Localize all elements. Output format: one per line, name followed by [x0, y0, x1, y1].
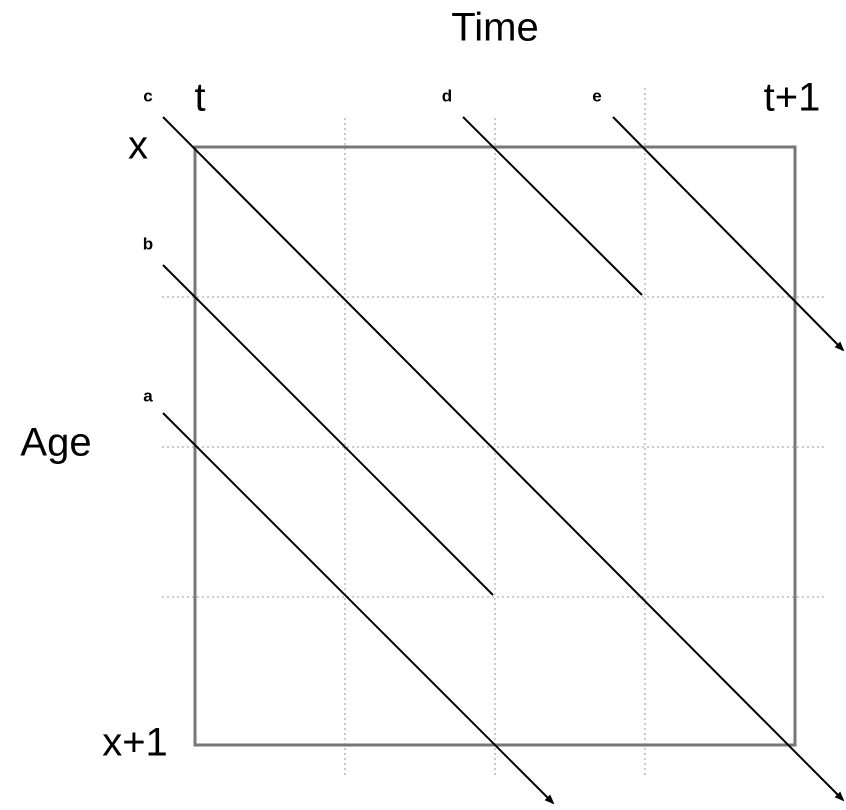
lifeline-label: b [143, 234, 153, 253]
lifeline [162, 412, 555, 805]
age-tick: x [128, 124, 148, 168]
lifeline [612, 116, 845, 352]
grid [162, 88, 825, 775]
age-tick: x+1 [102, 721, 168, 765]
lifeline-label: c [143, 86, 152, 105]
lexis-square [193, 145, 797, 747]
lifeline [162, 116, 845, 802]
time-tick: t+1 [764, 76, 821, 120]
lifeline [462, 116, 643, 296]
lifelines [162, 116, 845, 805]
lifeline [162, 264, 494, 596]
lifeline-label: e [592, 86, 601, 105]
time-tick: t [194, 76, 205, 120]
lifeline-label: a [143, 386, 153, 405]
time-label: Time [451, 6, 538, 50]
lifeline-label: d [442, 86, 452, 105]
age-label: Age [20, 421, 91, 465]
